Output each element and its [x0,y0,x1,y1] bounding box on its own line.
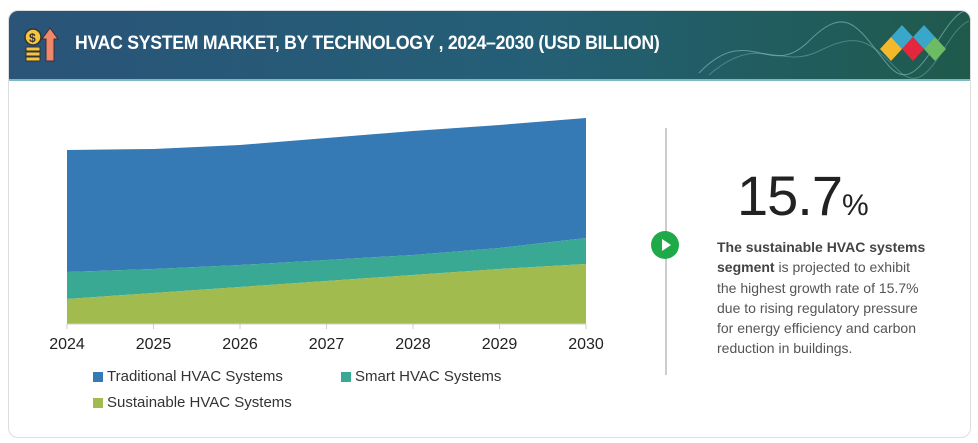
infographic-card: $ HVAC SYSTEM MARKET, BY TECHNOLOGY , 20… [8,10,971,438]
chart-title: HVAC SYSTEM MARKET, BY TECHNOLOGY , 2024… [75,33,660,54]
growth-rate-unit: % [842,189,869,222]
decorative-waves [698,11,969,79]
legend-swatch [93,397,103,408]
x-tick-label: 2029 [482,336,518,353]
description-text: is projected to exhibit the highest grow… [717,259,919,357]
legend-swatch [93,371,103,382]
x-tick-label: 2027 [309,336,345,353]
play-icon [651,231,679,259]
legend-swatch [341,371,351,382]
legend-label: Sustainable HVAC Systems [107,394,292,411]
x-tick-label: 2028 [395,336,431,353]
growth-rate-value: 15.7 [737,164,843,227]
growth-rate: 15.7% [737,163,869,228]
stacked-area-chart: 2024 2025 2026 2027 2028 2029 2030 [49,118,604,353]
header-banner: $ HVAC SYSTEM MARKET, BY TECHNOLOGY , 20… [9,11,970,81]
x-tick-label: 2026 [222,336,258,353]
diamond-logo [880,25,946,61]
legend-item-sustainable: Sustainable HVAC Systems [93,394,292,411]
area-sustainable-hvac-systems [67,264,586,324]
area-smart-hvac-systems [67,238,586,299]
x-tick-label: 2024 [49,336,85,353]
legend-item-smart: Smart HVAC Systems [341,368,501,385]
svg-text:$: $ [29,31,36,45]
legend-label: Smart HVAC Systems [355,368,502,385]
description-bold: The sustainable HVAC systems segment [717,239,926,276]
money-growth-icon: $ [24,27,59,62]
area-traditional-hvac-systems [67,118,586,272]
x-tick-label: 2030 [568,336,604,353]
x-tick-label: 2025 [136,336,172,353]
growth-description: The sustainable HVAC systems segment is … [717,237,932,359]
legend-label: Traditional HVAC Systems [107,368,283,385]
legend-item-traditional: Traditional HVAC Systems [93,368,283,385]
